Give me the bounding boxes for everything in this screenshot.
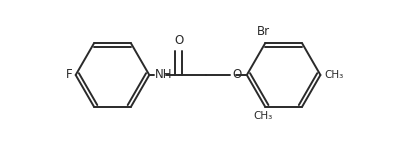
Text: CH₃: CH₃: [325, 70, 344, 80]
Text: Br: Br: [257, 25, 270, 38]
Text: O: O: [175, 34, 184, 47]
Text: O: O: [232, 69, 242, 81]
Text: CH₃: CH₃: [254, 111, 273, 121]
Text: NH: NH: [155, 69, 172, 81]
Text: F: F: [66, 69, 73, 81]
